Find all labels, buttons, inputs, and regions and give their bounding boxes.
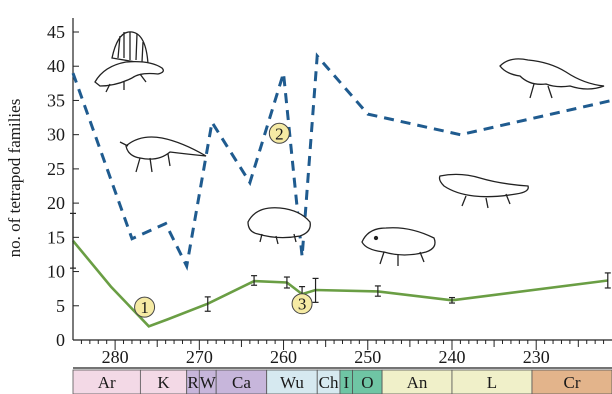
stage-label: Cr bbox=[563, 373, 580, 392]
dimetrodon-silhouette bbox=[94, 31, 164, 93]
stage-cell bbox=[266, 369, 318, 394]
stage-label: I bbox=[343, 373, 349, 392]
y-tick-label: 40 bbox=[47, 56, 65, 76]
dicynodont-silhouette bbox=[247, 207, 311, 245]
aetosaur-silhouette bbox=[438, 173, 529, 209]
annotation-label: 1 bbox=[140, 298, 149, 317]
annotation-layer: 1 2 3 bbox=[134, 122, 313, 318]
series-line-solid bbox=[71, 239, 608, 328]
y-axis-title: no. of tetrapod families bbox=[5, 99, 24, 258]
stage-label: O bbox=[361, 373, 373, 392]
stage-label: Wu bbox=[280, 373, 304, 392]
y-tick-label: 35 bbox=[47, 90, 65, 110]
y-tick-label: 5 bbox=[56, 296, 65, 316]
archosaur-silhouette bbox=[499, 58, 605, 99]
stage-cell bbox=[215, 369, 268, 394]
stage-label: W bbox=[200, 373, 217, 392]
stage-label: An bbox=[407, 373, 428, 392]
annotation-marker bbox=[134, 296, 156, 318]
therapsid-silhouette bbox=[361, 227, 436, 266]
series-layer bbox=[71, 52, 612, 328]
series-line-dashed bbox=[71, 52, 612, 271]
y-tick-label: 15 bbox=[47, 227, 65, 247]
y-tick-label: 0 bbox=[56, 330, 65, 350]
stage-label: R bbox=[187, 373, 199, 392]
y-tick-label: 25 bbox=[47, 159, 65, 179]
annotation-label: 2 bbox=[275, 124, 284, 143]
stage-cell bbox=[381, 369, 453, 394]
x-tick-label: 230 bbox=[523, 347, 550, 367]
stage-label: Ch bbox=[319, 373, 339, 392]
y-tick-label: 45 bbox=[47, 22, 65, 42]
stage-bar: Ar K R W Ca Wu Ch I O An L Cr bbox=[72, 369, 612, 394]
x-tick-label: 250 bbox=[354, 347, 381, 367]
errorbar-layer bbox=[70, 212, 611, 312]
stage-label: K bbox=[157, 373, 170, 392]
annotation-marker bbox=[268, 122, 290, 144]
y-tick-label: 30 bbox=[47, 125, 65, 145]
stage-label: Ar bbox=[98, 373, 116, 392]
x-tick-label: 270 bbox=[186, 347, 213, 367]
pelycosaur-silhouette bbox=[119, 136, 207, 173]
y-tick-label: 10 bbox=[47, 262, 65, 282]
y-tick-label: 20 bbox=[47, 193, 65, 213]
annotation-label: 3 bbox=[298, 295, 307, 314]
stage-cell bbox=[451, 369, 533, 394]
axis-ticks: 0 5 10 15 20 25 30 35 40 45 280 270 260 250 240 230 bbox=[47, 22, 605, 367]
x-tick-label: 280 bbox=[102, 347, 129, 367]
x-tick-label: 260 bbox=[270, 347, 297, 367]
stage-cell bbox=[139, 369, 188, 394]
stage-cell bbox=[352, 369, 383, 394]
stage-label: Ca bbox=[232, 373, 251, 392]
stage-label: L bbox=[487, 373, 497, 392]
x-tick-label: 240 bbox=[438, 347, 465, 367]
tetrapod-silhouettes bbox=[94, 31, 605, 266]
annotation-marker bbox=[291, 293, 313, 315]
stage-cell bbox=[531, 369, 612, 394]
